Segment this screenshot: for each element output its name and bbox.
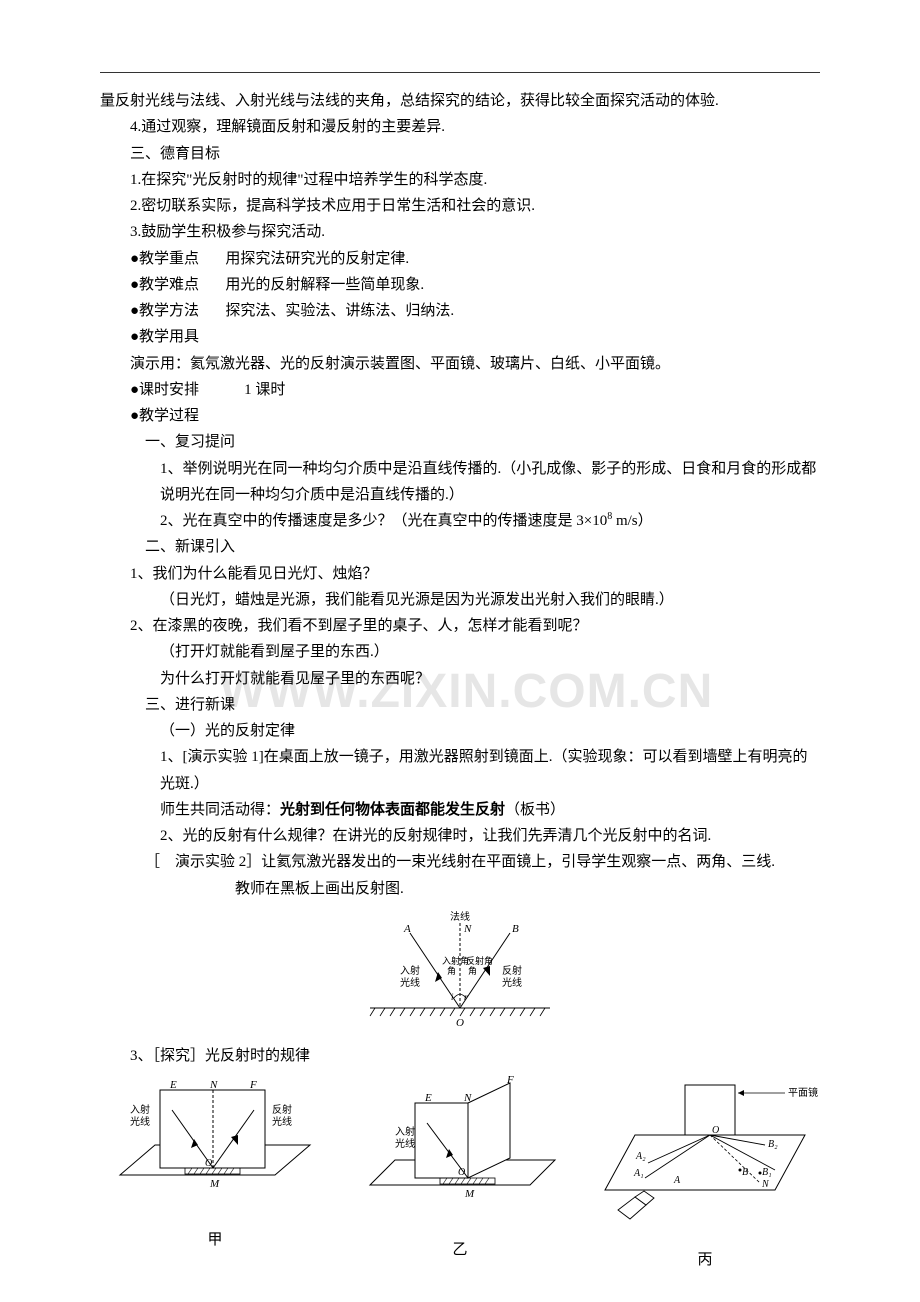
para: 演示用：氦氖激光器、光的反射演示装置图、平面镜、玻璃片、白纸、小平面镜。 — [100, 351, 820, 377]
heading: 二、新课引入 — [100, 534, 820, 560]
para: ●教学用具 — [100, 324, 820, 350]
para: 2.密切联系实际，提高科学技术应用于日常生活和社会的意识. — [100, 193, 820, 219]
label-B2: B₂ — [768, 1139, 778, 1150]
text: （板书） — [505, 802, 565, 818]
label-fanshejiao: 反射角 — [466, 955, 493, 966]
para: 量反射光线与法线、入射光线与法线的夹角，总结探究的结论，获得比较全面探究活动的体… — [100, 88, 820, 114]
para: 1.在探究"光反射时的规律"过程中培养学生的科学态度. — [100, 167, 820, 193]
para: ●教学方法 探究法、实验法、讲练法、归纳法. — [100, 298, 820, 324]
para: 2、光在真空中的传播速度是多少？（光在真空中的传播速度是 3×108 m/s） — [100, 508, 820, 534]
para: 3、［探究］光反射时的规律 — [100, 1043, 820, 1069]
para: ●教学难点 用光的反射解释一些简单现象. — [100, 272, 820, 298]
label-N: N — [209, 1079, 218, 1091]
label-F: F — [506, 1075, 514, 1086]
caption-jia: 甲 — [100, 1227, 330, 1253]
para: 教师在黑板上画出反射图. — [100, 876, 820, 902]
label-F: F — [249, 1079, 257, 1091]
label: ●教学方法 — [130, 303, 199, 319]
para: ●教学过程 — [100, 403, 820, 429]
para: 师生共同活动得：光射到任何物体表面都能发生反射（板书） — [100, 797, 820, 823]
label-fanshe: 反射 — [272, 1104, 292, 1116]
label-M: M — [464, 1188, 475, 1200]
label-A: A — [403, 923, 411, 935]
label-pingmianjing: 平面镜 — [788, 1086, 818, 1099]
label-i: i — [451, 992, 454, 1002]
top-rule — [100, 72, 820, 73]
para: 4.通过观察，理解镜面反射和漫反射的主要差异. — [100, 114, 820, 140]
bold-text: 光射到任何物体表面都能发生反射 — [280, 802, 505, 818]
label-A1: A₁ — [633, 1168, 644, 1179]
para: （打开灯就能看到屋子里的东西.） — [100, 639, 820, 665]
label: 角 — [468, 965, 477, 976]
label-fansheguang2: 光线 — [502, 976, 522, 989]
label-fansheguang: 反射 — [502, 965, 522, 977]
caption-bing: 丙 — [590, 1247, 820, 1273]
label-E: E — [169, 1079, 177, 1091]
para: 三、德育目标 — [100, 141, 820, 167]
para: 1、举例说明光在同一种均匀介质中是沿直线传播的.（小孔成像、影子的形成、日食和月… — [100, 456, 820, 509]
heading: 一、复习提问 — [100, 429, 820, 455]
figure-jia: E N F 入射 光线 反射 光线 O M 甲 — [100, 1075, 330, 1253]
label-rushe: 入射 — [130, 1104, 150, 1116]
caption-yi: 乙 — [345, 1237, 575, 1263]
text: 用光的反射解释一些简单现象. — [225, 277, 424, 293]
document-body: 量反射光线与法线、入射光线与法线的夹角，总结探究的结论，获得比较全面探究活动的体… — [100, 88, 820, 1273]
para: ［ 演示实验 2］让氦氖激光器发出的一束光线射在平面镜上，引导学生观察一点、两角… — [100, 849, 820, 875]
heading: 三、进行新课 — [100, 692, 820, 718]
label-B1: B₁ — [762, 1167, 772, 1178]
para: 1、[演示实验 1]在桌面上放一镜子，用激光器照射到镜面上.（实验现象：可以看到… — [100, 744, 820, 797]
label-guangxian2: 光线 — [272, 1115, 292, 1128]
label-guangxian: 光线 — [130, 1115, 150, 1128]
para: ●课时安排 1 课时 — [100, 377, 820, 403]
text: 用探究法研究光的反射定律. — [225, 251, 409, 267]
label: 角 — [447, 965, 456, 976]
label-N: N — [463, 1092, 472, 1104]
reflection-diagram: 法线 N A B 入射角 反射角 角 角 入射 光线 反射 光线 i r O — [100, 908, 820, 1037]
label-B: B — [512, 923, 519, 935]
text: m/s） — [612, 513, 652, 529]
text: 师生共同活动得： — [160, 802, 280, 818]
para: 3.鼓励学生积极参与探究活动. — [100, 219, 820, 245]
label-A: A — [673, 1175, 681, 1186]
para: 2、光的反射有什么规律？在讲光的反射规律时，让我们先弄清几个光反射中的名词. — [100, 823, 820, 849]
para: 2、在漆黑的夜晚，我们看不到屋子里的桌子、人，怎样才能看到呢？ — [100, 613, 820, 639]
label: ●教学难点 — [130, 277, 199, 293]
label-N: N — [761, 1179, 770, 1190]
text: 2、光在真空中的传播速度是多少？（光在真空中的传播速度是 3×10 — [160, 513, 607, 529]
label-rushe: 入射 — [395, 1126, 415, 1138]
label-O: O — [205, 1158, 212, 1169]
label-O: O — [712, 1125, 719, 1136]
label-r: r — [464, 992, 468, 1002]
para: ●教学重点 用探究法研究光的反射定律. — [100, 246, 820, 272]
figure-row: E N F 入射 光线 反射 光线 O M 甲 — [100, 1075, 820, 1273]
label-faxian: 法线 — [450, 910, 470, 923]
label-B: B — [742, 1167, 748, 1178]
label: ●课时安排 — [130, 382, 199, 398]
label-N: N — [463, 923, 472, 935]
para: 为什么打开灯就能看见屋子里的东西呢？ — [100, 666, 820, 692]
label-guangxian: 光线 — [395, 1137, 415, 1150]
label-M: M — [209, 1178, 220, 1190]
label-O: O — [456, 1017, 464, 1028]
label-rusheguang: 入射 — [400, 965, 420, 977]
label-A2: A₂ — [635, 1151, 646, 1162]
text: 探究法、实验法、讲练法、归纳法. — [225, 303, 454, 319]
heading: （一）光的反射定律 — [100, 718, 820, 744]
figure-bing: 平面镜 N O A₂ A₁ A B₂ B B₁ — [590, 1075, 820, 1273]
label: ●教学重点 — [130, 251, 199, 267]
label-O: O — [458, 1167, 465, 1178]
figure-yi: E N F 入射 光线 O M 乙 — [345, 1075, 575, 1263]
para: 1、我们为什么能看见日光灯、烛焰？ — [100, 561, 820, 587]
text: 1 课时 — [244, 382, 285, 398]
label-rusheguang2: 光线 — [400, 976, 420, 989]
para: （日光灯，蜡烛是光源，我们能看见光源是因为光源发出光射入我们的眼睛.） — [100, 587, 820, 613]
label-E: E — [424, 1092, 432, 1104]
label-rushejiao: 入射角 — [442, 955, 469, 966]
